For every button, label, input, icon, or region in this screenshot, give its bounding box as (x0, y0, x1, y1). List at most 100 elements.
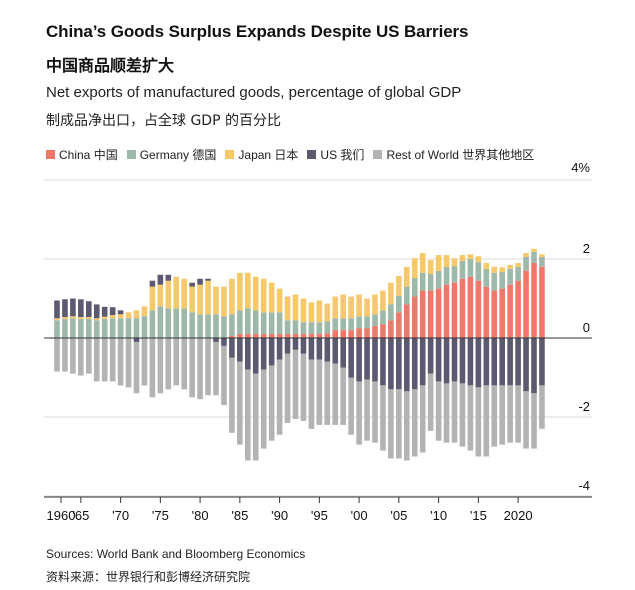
bar-1986-series-2 (245, 272, 251, 309)
bar-1977-series-2 (173, 276, 180, 309)
bar-1992-series-4 (292, 349, 299, 419)
bar-1998-series-0 (340, 330, 346, 338)
legend-swatch-us (307, 150, 317, 159)
bar-2016-series-1 (483, 268, 490, 287)
bar-1985-series-1 (237, 310, 243, 335)
bar-1979-series-2 (189, 286, 195, 313)
bar-2015-series-3 (475, 338, 482, 388)
bar-1968-series-3 (101, 306, 108, 317)
bar-1996-series-0 (324, 333, 331, 338)
bar-1987-series-1 (252, 310, 259, 335)
bar-1968-series-1 (101, 319, 108, 338)
bar-1985-series-2 (237, 272, 243, 311)
bar-1986-series-4 (245, 369, 251, 461)
bar-1970-series-2 (117, 314, 124, 319)
bar-2004-series-3 (388, 338, 394, 390)
bar-1980-series-1 (197, 314, 203, 338)
bar-2020-series-2 (515, 262, 521, 267)
bar-1981-series-2 (205, 280, 211, 315)
bar-2018-series-0 (499, 288, 505, 338)
bar-2022-series-4 (531, 393, 537, 449)
y-tick-label: -2 (578, 399, 590, 414)
bar-2010-series-0 (435, 288, 442, 338)
legend-item-japan: Japan 日本 (225, 146, 298, 163)
bar-1998-series-1 (340, 318, 346, 331)
bar-2014-series-0 (467, 276, 474, 338)
bar-2003-series-4 (380, 385, 386, 451)
bar-1991-series-0 (284, 334, 291, 338)
bar-2017-series-0 (491, 290, 498, 338)
bar-2007-series-0 (411, 296, 418, 338)
bar-1995-series-0 (316, 334, 323, 338)
bar-1977-series-4 (173, 338, 180, 386)
bar-1963-series-3 (62, 299, 68, 318)
x-tick-label: 1960 (47, 508, 76, 523)
bar-1999-series-3 (348, 338, 354, 378)
bar-1985-series-0 (237, 334, 243, 338)
bar-2008-series-0 (419, 290, 426, 338)
legend-label-us: US 我们 (320, 148, 365, 162)
bar-2002-series-2 (372, 294, 378, 315)
bar-2018-series-4 (499, 385, 505, 445)
bar-1982-series-4 (213, 341, 219, 396)
bar-2022-series-2 (531, 248, 537, 252)
bar-1991-series-4 (284, 353, 291, 423)
bar-2000-series-1 (356, 316, 362, 329)
bar-2015-series-4 (475, 387, 482, 457)
bar-1988-series-0 (260, 334, 267, 338)
bar-2017-series-1 (491, 272, 498, 291)
bar-2004-series-0 (388, 320, 394, 338)
bar-1986-series-1 (245, 308, 251, 335)
bar-1992-series-2 (292, 294, 299, 321)
bar-2017-series-4 (491, 385, 498, 447)
bar-2012-series-2 (451, 258, 458, 267)
bar-2013-series-3 (459, 338, 466, 384)
bar-2004-series-4 (388, 389, 394, 459)
bar-2020-series-3 (515, 338, 521, 386)
bar-2016-series-0 (483, 286, 490, 338)
legend-item-rest-of-world: Rest of World 世界其他地区 (373, 146, 534, 163)
bar-1973-series-4 (141, 338, 148, 386)
bar-2003-series-1 (380, 310, 386, 325)
bar-1994-series-2 (308, 302, 315, 323)
bar-2000-series-4 (356, 381, 362, 445)
bar-1962-series-4 (54, 338, 60, 372)
bar-2011-series-1 (443, 266, 450, 285)
bar-2016-series-4 (483, 385, 490, 457)
bar-1990-series-0 (276, 334, 283, 338)
bar-1980-series-2 (197, 284, 203, 315)
source-note: Sources: World Bank and Bloomberg Econom… (46, 547, 306, 561)
bar-1992-series-0 (292, 334, 299, 338)
bar-2002-series-4 (372, 381, 378, 443)
bar-2002-series-3 (372, 338, 378, 382)
bar-2019-series-4 (507, 385, 513, 443)
bar-2011-series-0 (443, 284, 450, 338)
bar-2018-series-3 (499, 338, 505, 386)
bar-2012-series-1 (451, 266, 458, 283)
bar-2022-series-3 (531, 338, 537, 394)
bar-1997-series-2 (332, 296, 339, 319)
bar-1981-series-4 (205, 338, 211, 396)
bar-1993-series-1 (300, 322, 307, 335)
bar-1967-series-1 (93, 320, 100, 338)
chart-title-chinese: 中国商品顺差扩大 (46, 56, 175, 75)
bar-1976-series-2 (165, 280, 172, 309)
legend-swatch-japan (225, 150, 235, 159)
x-tick-label: '95 (311, 508, 328, 523)
bar-1996-series-4 (324, 361, 331, 425)
bar-2021-series-4 (523, 391, 529, 449)
bar-1979-series-3 (189, 282, 195, 287)
bar-2008-series-1 (419, 272, 426, 291)
bar-2005-series-4 (396, 389, 402, 459)
bar-2007-series-3 (411, 338, 418, 390)
bar-1962-series-3 (54, 300, 60, 319)
bar-1994-series-3 (308, 338, 315, 360)
legend-swatch-rest-of-world (373, 150, 383, 159)
bar-1978-series-1 (181, 308, 187, 338)
bar-2010-series-3 (435, 338, 442, 382)
bar-1982-series-2 (213, 286, 219, 315)
bar-2007-series-4 (411, 389, 418, 457)
bar-1986-series-3 (245, 338, 251, 370)
bar-1983-series-1 (221, 316, 227, 338)
